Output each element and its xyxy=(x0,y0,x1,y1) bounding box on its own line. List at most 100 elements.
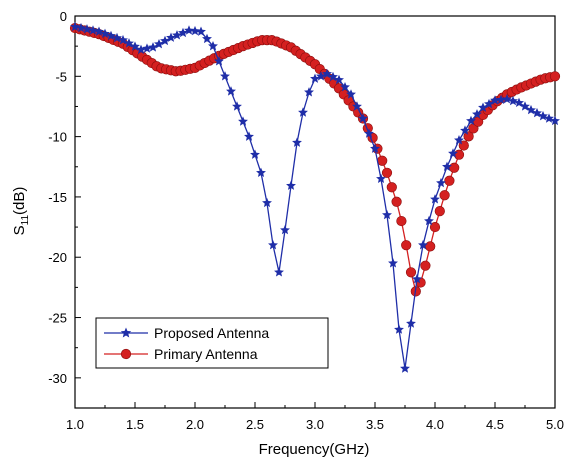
y-tick-label: -5 xyxy=(55,69,67,84)
data-point xyxy=(196,26,206,36)
data-point xyxy=(381,167,393,178)
data-point xyxy=(460,125,470,135)
data-point xyxy=(484,98,494,109)
data-point xyxy=(232,101,242,111)
y-axis-label: S11(dB) xyxy=(11,187,31,236)
data-point xyxy=(386,182,397,193)
data-point xyxy=(214,56,224,66)
data-point xyxy=(425,241,436,252)
data-point xyxy=(466,115,476,126)
data-point xyxy=(136,44,146,54)
y-tick-label: -10 xyxy=(48,130,67,145)
data-point xyxy=(382,209,392,220)
data-point xyxy=(550,115,560,126)
data-point xyxy=(76,22,86,33)
data-point xyxy=(100,28,110,38)
legend-label: Primary Antenna xyxy=(154,346,258,362)
data-point xyxy=(472,109,482,119)
data-point xyxy=(304,87,314,97)
data-point xyxy=(391,196,402,207)
data-point xyxy=(70,21,80,32)
data-point xyxy=(244,131,254,141)
data-point xyxy=(405,267,417,278)
data-point xyxy=(268,239,278,250)
data-point xyxy=(274,267,284,277)
data-point xyxy=(418,239,428,250)
legend-marker xyxy=(120,327,132,338)
x-tick-label: 1.5 xyxy=(126,417,144,432)
data-point xyxy=(436,177,446,188)
x-tick-label: 3.0 xyxy=(306,417,324,432)
data-point xyxy=(400,363,410,373)
y-tick-label: -20 xyxy=(48,250,67,265)
data-point xyxy=(520,101,530,111)
data-point xyxy=(424,215,434,226)
legend-label: Proposed Antenna xyxy=(154,325,269,341)
data-point xyxy=(88,25,98,35)
data-point xyxy=(178,27,188,38)
y-axis-label-main: S xyxy=(11,225,28,235)
data-point xyxy=(412,273,422,284)
data-point xyxy=(226,86,236,96)
data-point xyxy=(292,137,302,147)
data-point xyxy=(439,190,450,201)
data-point xyxy=(388,258,398,268)
data-point xyxy=(358,113,368,123)
data-point xyxy=(106,30,116,41)
data-point xyxy=(220,71,230,81)
data-point xyxy=(184,25,194,35)
data-point xyxy=(334,74,344,85)
x-tick-label: 3.5 xyxy=(366,417,384,432)
plot-area xyxy=(69,21,561,373)
data-point xyxy=(463,131,474,142)
x-tick-label: 1.0 xyxy=(66,417,84,432)
data-point xyxy=(444,175,455,186)
legend: Proposed Antenna Primary Antenna xyxy=(95,317,329,369)
data-point xyxy=(166,32,176,42)
data-point xyxy=(346,89,356,99)
data-point xyxy=(298,107,308,117)
y-tick-label: -15 xyxy=(48,190,67,205)
data-point xyxy=(262,197,272,208)
data-point xyxy=(514,97,524,108)
data-point xyxy=(112,32,122,43)
data-point xyxy=(478,102,488,112)
data-point xyxy=(256,167,266,178)
y-tick-label: -25 xyxy=(48,311,67,326)
data-point xyxy=(406,318,416,328)
data-point xyxy=(430,194,440,204)
data-point xyxy=(190,25,200,36)
legend-item: Proposed Antenna xyxy=(104,325,269,341)
data-point xyxy=(448,148,458,158)
y-axis-label-sub: 11 xyxy=(20,215,31,226)
data-point xyxy=(453,149,465,160)
data-point xyxy=(396,215,407,227)
data-point xyxy=(280,224,290,235)
legend-item: Primary Antenna xyxy=(104,346,258,362)
series-primary-antenna xyxy=(69,22,561,297)
legend-marker xyxy=(120,348,132,360)
series-proposed-antenna xyxy=(70,21,560,373)
data-point xyxy=(82,24,92,34)
data-point xyxy=(394,324,404,334)
y-axis-label-unit: (dB) xyxy=(11,187,28,215)
data-point xyxy=(202,33,212,44)
data-point xyxy=(549,71,561,82)
data-point xyxy=(434,206,445,217)
data-point xyxy=(172,30,182,40)
data-point xyxy=(401,240,412,251)
data-point xyxy=(420,260,431,271)
data-point xyxy=(502,94,512,104)
data-point xyxy=(94,26,104,36)
data-point xyxy=(154,38,164,49)
y-tick-label: -30 xyxy=(48,371,67,386)
data-point xyxy=(376,173,386,184)
legend-box xyxy=(95,317,329,369)
x-tick-label: 5.0 xyxy=(546,417,564,432)
data-point xyxy=(340,81,350,92)
data-point xyxy=(148,42,158,52)
data-point xyxy=(310,73,320,83)
data-point xyxy=(142,43,152,53)
data-point xyxy=(508,95,518,106)
